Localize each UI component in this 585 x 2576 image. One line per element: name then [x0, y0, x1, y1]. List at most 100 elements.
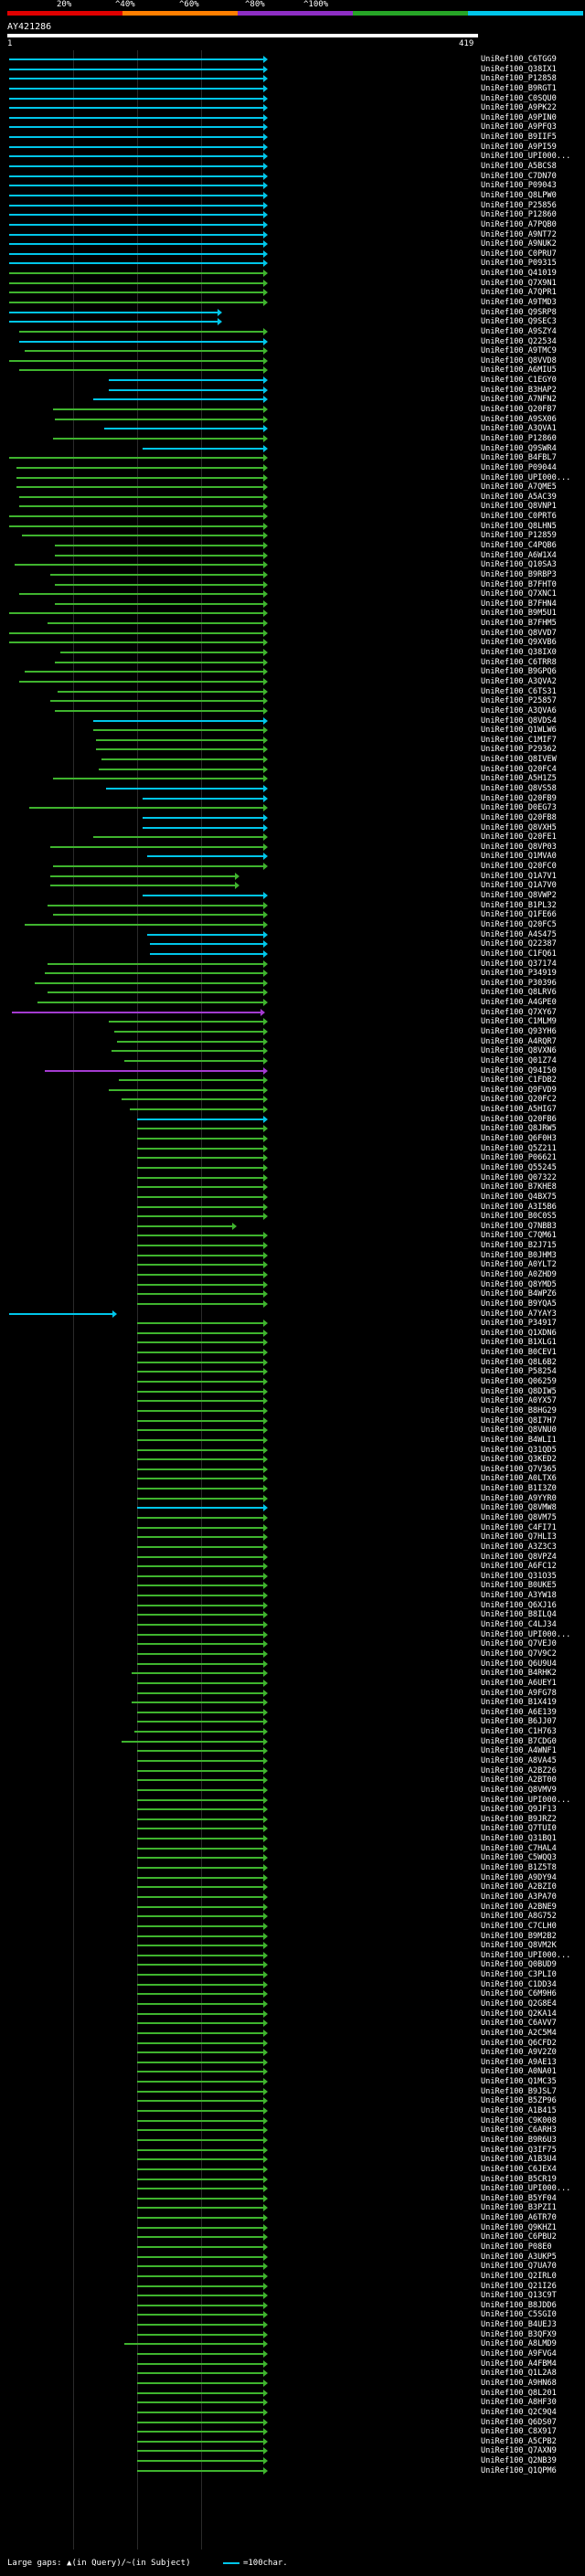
- hit-label[interactable]: UniRef100_Q10SA3: [481, 560, 557, 570]
- hit-label[interactable]: UniRef100_UPI000...: [481, 1795, 571, 1805]
- hit-bar[interactable]: [49, 875, 238, 877]
- hit-bar[interactable]: [93, 836, 265, 839]
- hit-bar[interactable]: [16, 476, 265, 479]
- hit-label[interactable]: UniRef100_Q38IX1: [481, 64, 557, 74]
- hit-label[interactable]: UniRef100_Q8VVD7: [481, 628, 557, 638]
- hit-bar[interactable]: [137, 1818, 265, 1820]
- hit-label[interactable]: UniRef100_Q1MC35: [481, 2077, 557, 2087]
- hit-label[interactable]: UniRef100_C8X917: [481, 2427, 557, 2437]
- hit-bar[interactable]: [137, 1361, 265, 1363]
- hit-bar[interactable]: [109, 388, 265, 391]
- hit-bar[interactable]: [137, 2207, 265, 2210]
- hit-bar[interactable]: [60, 652, 265, 654]
- hit-bar[interactable]: [24, 350, 265, 353]
- hit-bar[interactable]: [9, 175, 265, 177]
- hit-bar[interactable]: [137, 2440, 265, 2443]
- hit-bar[interactable]: [137, 1857, 265, 1860]
- hit-label[interactable]: UniRef100_B8ILQ4: [481, 1610, 557, 1620]
- hit-label[interactable]: UniRef100_Q8L6B2: [481, 1357, 557, 1367]
- hit-bar[interactable]: [137, 2003, 265, 2005]
- hit-label[interactable]: UniRef100_Q20FC0: [481, 862, 557, 872]
- hit-label[interactable]: UniRef100_A0YX57: [481, 1396, 557, 1406]
- hit-label[interactable]: UniRef100_Q41019: [481, 269, 557, 279]
- hit-label[interactable]: UniRef100_P34919: [481, 969, 557, 979]
- hit-label[interactable]: UniRef100_Q2NB39: [481, 2456, 557, 2466]
- hit-bar[interactable]: [93, 398, 265, 401]
- hit-bar[interactable]: [55, 583, 265, 586]
- hit-label[interactable]: UniRef100_UPI000...: [481, 2184, 571, 2194]
- hit-bar[interactable]: [137, 1478, 265, 1480]
- hit-bar[interactable]: [137, 1536, 265, 1539]
- hit-label[interactable]: UniRef100_Q8YMD5: [481, 1279, 557, 1289]
- hit-bar[interactable]: [55, 661, 265, 663]
- hit-label[interactable]: UniRef100_Q8LPW0: [481, 190, 557, 200]
- hit-label[interactable]: UniRef100_Q7AXN9: [481, 2446, 557, 2456]
- hit-label[interactable]: UniRef100_Q13C9T: [481, 2291, 557, 2301]
- hit-bar[interactable]: [137, 1264, 265, 1267]
- hit-bar[interactable]: [137, 1867, 265, 1870]
- hit-label[interactable]: UniRef100_Q8VPZ4: [481, 1552, 557, 1562]
- hit-label[interactable]: UniRef100_C0PRU7: [481, 249, 557, 259]
- hit-label[interactable]: UniRef100_Q6F0H3: [481, 1134, 557, 1144]
- hit-label[interactable]: UniRef100_C1DD34: [481, 1979, 557, 1989]
- hit-label[interactable]: UniRef100_C4LJ34: [481, 1620, 557, 1630]
- hit-label[interactable]: UniRef100_C7CLH0: [481, 1921, 557, 1931]
- hit-label[interactable]: UniRef100_Q1L2A8: [481, 2369, 557, 2379]
- hit-bar[interactable]: [137, 1128, 265, 1130]
- hit-label[interactable]: UniRef100_C6AVV7: [481, 2019, 557, 2029]
- hit-bar[interactable]: [122, 1740, 265, 1743]
- hit-bar[interactable]: [22, 535, 265, 537]
- hit-label[interactable]: UniRef100_P12859: [481, 531, 557, 541]
- hit-bar[interactable]: [14, 564, 265, 567]
- hit-bar[interactable]: [9, 359, 265, 362]
- hit-label[interactable]: UniRef100_B7KHE8: [481, 1182, 557, 1193]
- hit-bar[interactable]: [137, 1302, 265, 1305]
- hit-label[interactable]: UniRef100_A9HN68: [481, 2378, 557, 2388]
- hit-bar[interactable]: [137, 1945, 265, 1947]
- hit-bar[interactable]: [11, 1011, 263, 1013]
- hit-label[interactable]: UniRef100_A6TR70: [481, 2213, 557, 2223]
- hit-label[interactable]: UniRef100_Q1MVA0: [481, 852, 557, 862]
- hit-label[interactable]: UniRef100_C0SQU0: [481, 93, 557, 103]
- hit-bar[interactable]: [150, 943, 265, 946]
- hit-label[interactable]: UniRef100_D0EG73: [481, 803, 557, 813]
- hit-label[interactable]: UniRef100_A2C5M4: [481, 2028, 557, 2038]
- hit-bar[interactable]: [52, 408, 265, 411]
- hit-bar[interactable]: [137, 1526, 265, 1529]
- hit-bar[interactable]: [45, 1069, 265, 1072]
- hit-label[interactable]: UniRef100_Q06259: [481, 1377, 557, 1387]
- hit-bar[interactable]: [137, 2274, 265, 2277]
- hit-label[interactable]: UniRef100_C7DN70: [481, 171, 557, 181]
- hit-bar[interactable]: [119, 1079, 265, 1082]
- hit-bar[interactable]: [137, 2295, 265, 2297]
- hit-label[interactable]: UniRef100_C1FDB2: [481, 1076, 557, 1086]
- hit-label[interactable]: UniRef100_Q7UA70: [481, 2262, 557, 2272]
- hit-label[interactable]: UniRef100_B5CR19: [481, 2174, 557, 2184]
- hit-bar[interactable]: [137, 1118, 265, 1120]
- hit-bar[interactable]: [137, 2391, 265, 2394]
- hit-label[interactable]: UniRef100_Q7NBB3: [481, 1221, 557, 1231]
- hit-bar[interactable]: [124, 2343, 265, 2346]
- hit-label[interactable]: UniRef100_Q6U9U4: [481, 1659, 557, 1669]
- hit-bar[interactable]: [137, 1760, 265, 1762]
- hit-label[interactable]: UniRef100_UPI000...: [481, 152, 571, 162]
- hit-label[interactable]: UniRef100_Q20FC5: [481, 919, 557, 929]
- hit-bar[interactable]: [55, 418, 265, 420]
- hit-label[interactable]: UniRef100_A2BT00: [481, 1776, 557, 1786]
- hit-label[interactable]: UniRef100_A6E139: [481, 1707, 557, 1717]
- hit-bar[interactable]: [9, 116, 265, 119]
- hit-label[interactable]: UniRef100_A9PK22: [481, 103, 557, 113]
- hit-bar[interactable]: [137, 1624, 265, 1627]
- hit-bar[interactable]: [9, 641, 265, 644]
- hit-label[interactable]: UniRef100_Q2IRL0: [481, 2271, 557, 2281]
- hit-bar[interactable]: [137, 2031, 265, 2034]
- hit-bar[interactable]: [9, 194, 265, 196]
- hit-bar[interactable]: [113, 1031, 265, 1033]
- hit-label[interactable]: UniRef100_Q93YH6: [481, 1027, 557, 1036]
- hit-bar[interactable]: [137, 2469, 265, 2472]
- hit-bar[interactable]: [49, 885, 238, 887]
- hit-label[interactable]: UniRef100_B1X419: [481, 1698, 557, 1708]
- hit-label[interactable]: UniRef100_B4RHK2: [481, 1669, 557, 1679]
- hit-bar[interactable]: [19, 340, 265, 343]
- hit-label[interactable]: UniRef100_A9V2Z0: [481, 2048, 557, 2058]
